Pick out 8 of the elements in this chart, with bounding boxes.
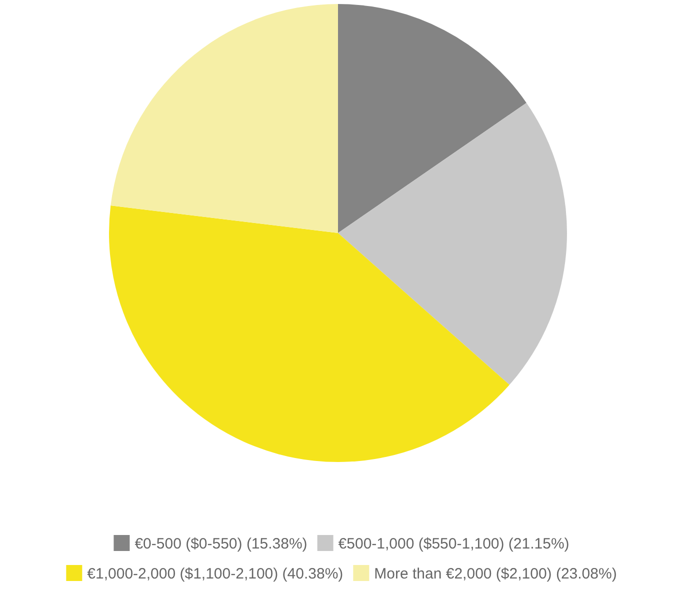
legend-label: €0-500 ($0-550) (15.38%)	[134, 535, 308, 552]
pie-slice	[338, 4, 526, 233]
pie-slice	[338, 102, 567, 385]
legend-label: €1,000-2,000 ($1,100-2,100) (40.38%)	[87, 565, 344, 582]
legend-label: More than €2,000 ($2,100) (23.08%)	[374, 565, 617, 582]
pie-slice	[110, 4, 338, 233]
pie-slice	[109, 205, 510, 462]
legend-label: €500-1,000 ($550-1,100) (21.15%)	[338, 535, 570, 552]
